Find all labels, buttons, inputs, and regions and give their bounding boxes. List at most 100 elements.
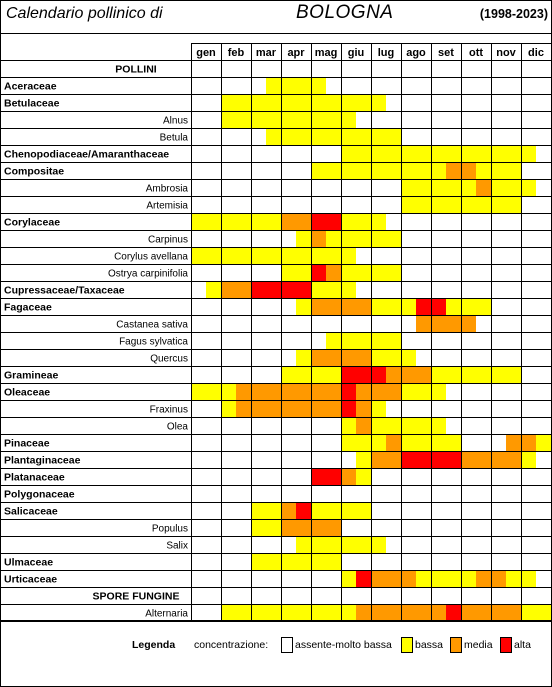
cell-fagus-sylvatica-13 [386,332,401,349]
section-label: SPORE FUNGINE [93,591,180,603]
cell-salix-10 [341,536,356,553]
cell-alternaria-14 [401,604,416,621]
cell-compositae-12 [371,162,386,179]
cell-ambrosia-22 [521,179,536,196]
cell-compositae-17 [446,162,461,179]
cell-ulmaceae-5 [266,553,281,570]
cell-artemisia-16 [431,196,446,213]
cell-betula-8 [311,128,326,145]
cell-alternaria-3 [236,604,251,621]
cell-ostrya-carpinifolia-8 [311,264,326,281]
cell-corylaceae-0 [191,213,206,230]
cell-populus-9 [326,519,341,536]
genus-label: Ostrya carpinifolia [108,269,188,280]
cell-populus-8 [311,519,326,536]
cell-plantaginaceae-21 [506,451,521,468]
cell-compositae-15 [416,162,431,179]
cell-castanea-sativa-17 [446,315,461,332]
cell-ambrosia-18 [461,179,476,196]
cell-corylaceae-10 [341,213,356,230]
chart-city: BOLOGNA [296,2,394,23]
cell-alternaria-19 [476,604,491,621]
cell-oleaceae-5 [266,383,281,400]
cell-compositae-13 [386,162,401,179]
cell-carpinus-9 [326,230,341,247]
legend-label: concentrazione: [194,639,269,651]
cell-alnus-4 [251,111,266,128]
legend: Legenda concentrazione: assente-molto ba… [0,636,552,656]
cell-aceraceae-6 [281,77,296,94]
cell-alnus-2 [221,111,236,128]
cell-urticaceae-17 [446,570,461,587]
cell-pinaceae-17 [446,434,461,451]
cell-fraxinus-8 [311,400,326,417]
family-label: Gramineae [4,370,58,382]
cell-fagaceae-19 [476,298,491,315]
cell-alnus-7 [296,111,311,128]
cell-aceraceae-5 [266,77,281,94]
cell-ambrosia-15 [416,179,431,196]
cell-fraxinus-5 [266,400,281,417]
cell-corylus-avellana-6 [281,247,296,264]
cell-carpinus-8 [311,230,326,247]
cell-betula-6 [281,128,296,145]
cell-corylus-avellana-7 [296,247,311,264]
family-label: Chenopodiaceae/Amaranthaceae [4,149,169,161]
cell-pinaceae-15 [416,434,431,451]
cell-fagus-sylvatica-11 [356,332,371,349]
cell-cupressaceae-taxaceae-8 [311,281,326,298]
cell-oleaceae-10 [341,383,356,400]
cell-gramineae-15 [416,366,431,383]
cell-plantaginaceae-11 [356,451,371,468]
genus-label: Betula [160,133,189,144]
cell-cupressaceae-taxaceae-5 [266,281,281,298]
legend-swatch-media [450,637,462,653]
cell-fraxinus-3 [236,400,251,417]
cell-cupressaceae-taxaceae-6 [281,281,296,298]
cell-platanaceae-9 [326,468,341,485]
cell-betula-9 [326,128,341,145]
cell-plantaginaceae-13 [386,451,401,468]
cell-oleaceae-12 [371,383,386,400]
cell-corylus-avellana-8 [311,247,326,264]
cell-olea-11 [356,417,371,434]
cell-corylus-avellana-1 [206,247,221,264]
cell-pinaceae-23 [536,434,551,451]
cell-oleaceae-13 [386,383,401,400]
legend-item-assente: assente-molto bassa [295,639,392,651]
cell-alternaria-9 [326,604,341,621]
cell-fagus-sylvatica-12 [371,332,386,349]
cell-carpinus-13 [386,230,401,247]
cell-pinaceae-14 [401,434,416,451]
month-header-mag: mag [315,47,338,59]
cell-gramineae-21 [506,366,521,383]
cell-olea-12 [371,417,386,434]
cell-artemisia-19 [476,196,491,213]
genus-label: Fagus sylvatica [119,337,188,348]
cell-fraxinus-2 [221,400,236,417]
cell-fagaceae-12 [371,298,386,315]
cell-ambrosia-14 [401,179,416,196]
cell-salix-8 [311,536,326,553]
cell-gramineae-20 [491,366,506,383]
cell-ulmaceae-4 [251,553,266,570]
cell-oleaceae-1 [206,383,221,400]
cell-pinaceae-22 [521,434,536,451]
cell-chenopodiaceae-amaranthaceae-20 [491,145,506,162]
cell-betula-5 [266,128,281,145]
cell-salix-11 [356,536,371,553]
cell-corylaceae-12 [371,213,386,230]
cell-alnus-9 [326,111,341,128]
cell-populus-4 [251,519,266,536]
cell-fagaceae-8 [311,298,326,315]
cell-oleaceae-6 [281,383,296,400]
cell-cupressaceae-taxaceae-10 [341,281,356,298]
cell-compositae-16 [431,162,446,179]
cell-ostrya-carpinifolia-11 [356,264,371,281]
cell-compositae-19 [476,162,491,179]
family-label: Betulaceae [4,98,60,110]
legend-item-bassa: bassa [415,639,444,651]
cell-oleaceae-15 [416,383,431,400]
cell-gramineae-11 [356,366,371,383]
cell-compositae-18 [461,162,476,179]
